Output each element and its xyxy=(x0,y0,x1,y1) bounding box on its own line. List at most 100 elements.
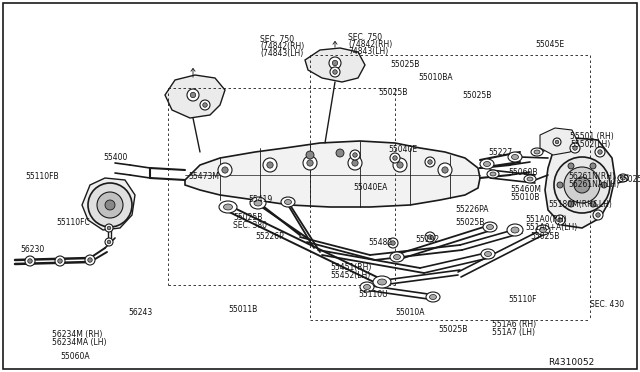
Ellipse shape xyxy=(487,170,499,178)
Text: 55501 (RH): 55501 (RH) xyxy=(570,132,614,141)
Circle shape xyxy=(105,224,113,232)
Text: 55400: 55400 xyxy=(103,153,127,162)
Circle shape xyxy=(574,177,590,193)
Text: 55227: 55227 xyxy=(488,148,512,157)
Circle shape xyxy=(556,140,559,144)
Circle shape xyxy=(557,218,563,222)
Text: 551A0(RH): 551A0(RH) xyxy=(525,215,567,224)
Ellipse shape xyxy=(534,150,540,154)
Circle shape xyxy=(88,258,92,262)
Circle shape xyxy=(595,147,605,157)
Ellipse shape xyxy=(223,204,232,210)
Circle shape xyxy=(601,182,607,188)
Text: 55011B: 55011B xyxy=(228,305,257,314)
Text: SEC. 750: SEC. 750 xyxy=(348,33,382,42)
Circle shape xyxy=(218,163,232,177)
Ellipse shape xyxy=(373,276,391,288)
Ellipse shape xyxy=(531,148,543,156)
Polygon shape xyxy=(540,128,578,155)
Circle shape xyxy=(105,200,115,210)
Polygon shape xyxy=(185,141,480,207)
Text: (74842(RH): (74842(RH) xyxy=(260,42,304,51)
Circle shape xyxy=(557,182,563,188)
Text: R4310052: R4310052 xyxy=(548,358,595,367)
Text: 55419: 55419 xyxy=(248,195,272,204)
Ellipse shape xyxy=(486,224,493,230)
Circle shape xyxy=(350,150,360,160)
Circle shape xyxy=(596,213,600,217)
Polygon shape xyxy=(165,75,225,118)
Text: 55110FC: 55110FC xyxy=(56,218,90,227)
Text: 55451(RH): 55451(RH) xyxy=(330,263,371,272)
Text: 55452(LH): 55452(LH) xyxy=(330,271,371,280)
Polygon shape xyxy=(82,178,135,230)
Text: 55482: 55482 xyxy=(368,238,392,247)
Polygon shape xyxy=(545,138,615,228)
Circle shape xyxy=(203,103,207,107)
Circle shape xyxy=(190,92,196,98)
Circle shape xyxy=(573,146,577,150)
Text: 56234MA (LH): 56234MA (LH) xyxy=(52,338,106,347)
Circle shape xyxy=(187,89,199,101)
Ellipse shape xyxy=(484,251,492,257)
Ellipse shape xyxy=(527,177,533,181)
Text: 55010BA: 55010BA xyxy=(418,73,452,82)
Circle shape xyxy=(390,153,400,163)
Ellipse shape xyxy=(394,254,401,260)
Ellipse shape xyxy=(429,295,436,299)
Circle shape xyxy=(428,235,432,239)
Text: 56230: 56230 xyxy=(20,245,44,254)
Text: SEC. 380: SEC. 380 xyxy=(233,221,267,230)
Circle shape xyxy=(593,210,603,220)
Circle shape xyxy=(425,232,435,242)
Circle shape xyxy=(307,160,313,166)
Circle shape xyxy=(330,67,340,77)
Ellipse shape xyxy=(490,172,496,176)
Circle shape xyxy=(336,149,344,157)
Ellipse shape xyxy=(480,159,494,169)
Circle shape xyxy=(200,100,210,110)
Circle shape xyxy=(88,183,132,227)
Text: 55025B: 55025B xyxy=(390,60,419,69)
Text: 55192: 55192 xyxy=(415,235,439,244)
Circle shape xyxy=(428,160,432,164)
Text: 55025B: 55025B xyxy=(378,88,408,97)
Text: 56261NA(LH): 56261NA(LH) xyxy=(568,180,619,189)
Circle shape xyxy=(570,143,580,153)
Circle shape xyxy=(425,157,435,167)
Circle shape xyxy=(352,160,358,166)
Text: SEC. 750: SEC. 750 xyxy=(260,35,294,44)
Text: 55040EA: 55040EA xyxy=(353,183,387,192)
Circle shape xyxy=(329,57,341,69)
Circle shape xyxy=(438,163,452,177)
Circle shape xyxy=(333,70,337,74)
Text: 55226P: 55226P xyxy=(255,232,284,241)
Ellipse shape xyxy=(507,224,523,236)
Circle shape xyxy=(568,163,574,169)
Text: 55110U: 55110U xyxy=(358,290,388,299)
Ellipse shape xyxy=(540,228,547,232)
Circle shape xyxy=(108,240,111,244)
Circle shape xyxy=(555,215,565,225)
Circle shape xyxy=(353,153,357,157)
Text: 56234M (RH): 56234M (RH) xyxy=(52,330,102,339)
Text: 55010A: 55010A xyxy=(395,308,424,317)
Circle shape xyxy=(391,241,396,245)
Text: SEC. 430: SEC. 430 xyxy=(590,300,624,309)
Circle shape xyxy=(388,238,398,248)
Text: 56243: 56243 xyxy=(128,308,152,317)
Text: 55025B: 55025B xyxy=(462,91,492,100)
Text: 55060B: 55060B xyxy=(508,168,538,177)
Ellipse shape xyxy=(360,282,374,292)
Polygon shape xyxy=(305,48,365,82)
Circle shape xyxy=(397,162,403,168)
Ellipse shape xyxy=(536,225,550,235)
Circle shape xyxy=(554,157,610,213)
Text: 55502(LH): 55502(LH) xyxy=(570,140,611,149)
Ellipse shape xyxy=(511,154,518,160)
Circle shape xyxy=(222,167,228,173)
Text: 55110F: 55110F xyxy=(508,295,536,304)
Ellipse shape xyxy=(285,199,291,205)
Circle shape xyxy=(332,60,338,66)
Circle shape xyxy=(263,158,277,172)
